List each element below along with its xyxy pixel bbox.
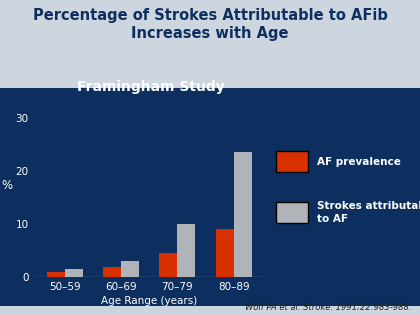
Text: Wolf PA et al. Stroke. 1991;22:983-988.: Wolf PA et al. Stroke. 1991;22:983-988. bbox=[245, 303, 412, 312]
Bar bbox=[47, 272, 65, 277]
Text: Framingham Study: Framingham Study bbox=[77, 81, 225, 94]
Bar bbox=[159, 253, 177, 277]
Bar bbox=[215, 229, 234, 277]
Text: AF prevalence: AF prevalence bbox=[318, 157, 401, 167]
Text: Strokes attributable
to AF: Strokes attributable to AF bbox=[318, 201, 420, 224]
Bar bbox=[121, 261, 139, 277]
X-axis label: Age Range (years): Age Range (years) bbox=[101, 296, 197, 306]
FancyBboxPatch shape bbox=[276, 202, 308, 223]
Text: Percentage of Strokes Attributable to AFib
Increases with Age: Percentage of Strokes Attributable to AF… bbox=[33, 8, 387, 42]
Bar bbox=[103, 266, 121, 277]
Bar bbox=[177, 224, 195, 277]
Bar bbox=[234, 152, 252, 277]
Bar bbox=[65, 269, 83, 277]
FancyBboxPatch shape bbox=[276, 151, 308, 172]
Y-axis label: %: % bbox=[2, 179, 13, 192]
